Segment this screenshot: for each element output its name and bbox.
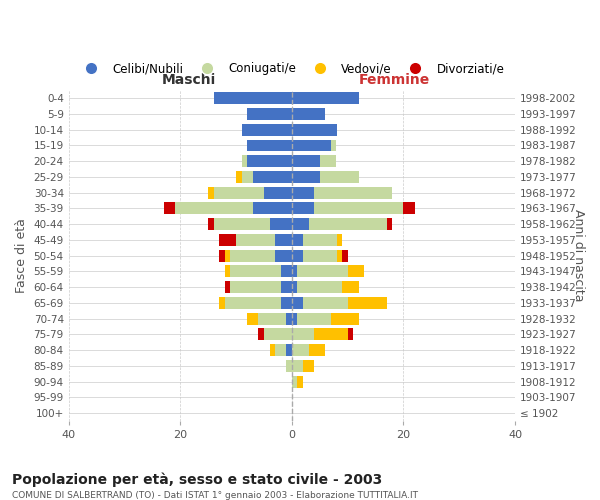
Text: Maschi: Maschi [162, 73, 217, 87]
Bar [292, 218, 308, 230]
Bar [303, 234, 337, 246]
Bar [292, 344, 308, 356]
Bar [331, 312, 359, 324]
Bar [308, 344, 325, 356]
Bar [253, 202, 292, 214]
Bar [281, 266, 292, 278]
Bar [230, 281, 281, 293]
Bar [403, 202, 415, 214]
Bar [220, 297, 225, 309]
Bar [275, 344, 286, 356]
Text: Femmine: Femmine [359, 73, 430, 87]
Bar [269, 218, 292, 230]
Bar [337, 234, 342, 246]
Bar [220, 250, 225, 262]
Bar [347, 328, 353, 340]
Bar [236, 171, 242, 183]
Y-axis label: Fasce di età: Fasce di età [15, 218, 28, 293]
Bar [214, 186, 264, 198]
Bar [264, 186, 292, 198]
Bar [292, 376, 298, 388]
Bar [208, 218, 214, 230]
Bar [292, 186, 314, 198]
Bar [242, 156, 247, 167]
Bar [292, 108, 325, 120]
Bar [253, 171, 292, 183]
Bar [225, 266, 230, 278]
Bar [347, 297, 387, 309]
Bar [308, 218, 387, 230]
Bar [220, 234, 236, 246]
Bar [214, 218, 269, 230]
Bar [225, 297, 281, 309]
Bar [292, 140, 331, 151]
Bar [292, 171, 320, 183]
Bar [259, 312, 286, 324]
Legend: Celibi/Nubili, Coniugati/e, Vedovi/e, Divorziati/e: Celibi/Nubili, Coniugati/e, Vedovi/e, Di… [73, 56, 510, 82]
Bar [292, 124, 337, 136]
Bar [320, 171, 359, 183]
Bar [342, 250, 347, 262]
Bar [264, 328, 292, 340]
Bar [298, 281, 342, 293]
Bar [292, 266, 298, 278]
Bar [292, 312, 298, 324]
Bar [225, 281, 230, 293]
Bar [230, 250, 275, 262]
Bar [292, 250, 303, 262]
Bar [230, 266, 281, 278]
Bar [298, 312, 331, 324]
Bar [281, 297, 292, 309]
Bar [342, 281, 359, 293]
Bar [242, 124, 292, 136]
Bar [292, 360, 303, 372]
Bar [387, 218, 392, 230]
Bar [303, 250, 337, 262]
Bar [331, 140, 337, 151]
Bar [275, 234, 292, 246]
Bar [275, 250, 292, 262]
Bar [236, 234, 275, 246]
Bar [303, 297, 347, 309]
Y-axis label: Anni di nascita: Anni di nascita [572, 210, 585, 302]
Bar [314, 186, 392, 198]
Text: Popolazione per età, sesso e stato civile - 2003: Popolazione per età, sesso e stato civil… [12, 472, 382, 487]
Text: COMUNE DI SALBERTRAND (TO) - Dati ISTAT 1° gennaio 2003 - Elaborazione TUTTITALI: COMUNE DI SALBERTRAND (TO) - Dati ISTAT … [12, 491, 418, 500]
Bar [292, 156, 320, 167]
Bar [298, 266, 347, 278]
Bar [175, 202, 253, 214]
Bar [225, 250, 230, 262]
Bar [292, 281, 298, 293]
Bar [247, 108, 292, 120]
Bar [314, 202, 403, 214]
Bar [314, 328, 347, 340]
Bar [247, 140, 292, 151]
Bar [281, 281, 292, 293]
Bar [269, 344, 275, 356]
Bar [292, 328, 314, 340]
Bar [292, 297, 303, 309]
Bar [292, 202, 314, 214]
Bar [242, 171, 253, 183]
Bar [247, 156, 292, 167]
Bar [298, 376, 303, 388]
Bar [292, 92, 359, 104]
Bar [286, 360, 292, 372]
Bar [208, 186, 214, 198]
Bar [347, 266, 364, 278]
Bar [259, 328, 264, 340]
Bar [320, 156, 337, 167]
Bar [303, 360, 314, 372]
Bar [214, 92, 292, 104]
Bar [286, 344, 292, 356]
Bar [286, 312, 292, 324]
Bar [164, 202, 175, 214]
Bar [247, 312, 259, 324]
Bar [292, 234, 303, 246]
Bar [337, 250, 342, 262]
